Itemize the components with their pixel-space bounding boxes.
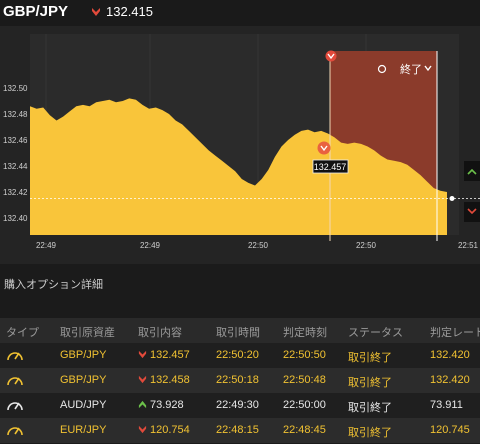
header-bar: GBP/JPY 132.415	[0, 0, 480, 26]
end-label: 終了	[400, 62, 422, 76]
down-arrow-icon	[138, 350, 147, 359]
x-tick-label: 22:49	[36, 241, 57, 250]
row-content: 120.754	[138, 424, 190, 436]
table-row[interactable]: GBP/JPY 132.457 22:50:20 22:50:50 取引終了 132.42…	[0, 343, 480, 368]
x-tick-label: 22:51	[458, 241, 479, 250]
row-time: 22:50:20	[216, 349, 259, 361]
col-content: 取引内容	[138, 327, 182, 339]
col-asset: 取引原資産	[60, 327, 115, 339]
row-asset: AUD/JPY	[60, 399, 107, 411]
table-row[interactable]: GBP/JPY 132.458 22:50:18 22:50:48 取引終了 132.42…	[0, 368, 480, 393]
row-judge-time: 22:50:00	[283, 399, 326, 411]
col-type: タイプ	[6, 327, 39, 339]
entry-marker	[317, 141, 331, 155]
row-status: 取引終了	[348, 427, 392, 439]
row-judge-time: 22:48:45	[283, 424, 326, 436]
row-status: 取引終了	[348, 352, 392, 364]
y-tick-label: 132.42	[3, 188, 28, 197]
clock-icon	[377, 64, 387, 74]
gauge-icon	[7, 427, 23, 436]
row-price: 120.754	[150, 424, 190, 436]
row-status: 取引終了	[348, 377, 392, 389]
price-chart[interactable]: 終了 132.457 132.50 132.48 132.46 132.44 132.42 1…	[0, 26, 480, 264]
row-judge-rate: 132.420	[430, 349, 470, 361]
table-row[interactable]: EUR/JPY 120.754 22:48:15 22:48:45 取引終了 120.74…	[0, 418, 480, 443]
x-tick-label: 22:50	[248, 241, 269, 250]
row-content: 132.458	[138, 374, 190, 386]
table-row[interactable]: AUD/JPY 73.928 22:49:30 22:50:00 取引終了 73.911	[0, 393, 480, 418]
col-judge-time: 判定時刻	[283, 327, 327, 339]
down-arrow-icon	[467, 208, 477, 215]
price-down-icon	[92, 8, 100, 16]
row-judge-rate: 73.911	[430, 399, 463, 411]
row-time: 22:48:15	[216, 424, 259, 436]
y-tick-label: 132.46	[3, 136, 28, 145]
row-status: 取引終了	[348, 402, 392, 414]
row-judge-time: 22:50:48	[283, 374, 326, 386]
row-time: 22:49:30	[216, 399, 259, 411]
y-tick-label: 132.40	[3, 214, 28, 223]
col-judge-rate: 判定レート	[430, 327, 480, 339]
row-asset: GBP/JPY	[60, 374, 107, 386]
row-asset: EUR/JPY	[60, 424, 107, 436]
section-title: 購入オプション詳細	[4, 279, 103, 291]
down-arrow-icon	[138, 425, 147, 434]
y-tick-label: 132.44	[3, 162, 28, 171]
y-tick-label: 132.50	[3, 84, 28, 93]
entry-arrow-icon	[327, 53, 335, 60]
up-arrow-icon	[138, 400, 147, 409]
chart-canvas[interactable]: 終了 132.457 132.50 132.48 132.46 132.44 132.42 1…	[0, 26, 480, 264]
gauge-icon	[7, 402, 23, 411]
table-header: タイプ 取引原資産 取引内容 取引時間 判定時刻 ステータス 判定レート	[0, 318, 480, 343]
row-content: 132.457	[138, 349, 190, 361]
current-price-dot	[449, 196, 455, 201]
row-judge-time: 22:50:50	[283, 349, 326, 361]
y-tick-label: 132.48	[3, 110, 28, 119]
x-tick-label: 22:49	[140, 241, 161, 250]
row-judge-rate: 120.745	[430, 424, 470, 436]
down-arrow-icon	[138, 375, 147, 384]
current-price: 132.415	[106, 4, 153, 19]
marker-tag	[312, 159, 349, 174]
up-arrow-icon	[467, 168, 477, 175]
row-price: 132.457	[150, 349, 190, 361]
row-asset: GBP/JPY	[60, 349, 107, 361]
x-tick-label: 22:50	[356, 241, 377, 250]
dropdown-icon	[424, 65, 432, 72]
gauge-icon	[7, 377, 23, 386]
row-judge-rate: 132.420	[430, 374, 470, 386]
entry-flame-icon	[325, 50, 337, 62]
marker-price: 132.457	[314, 162, 347, 172]
marker-arrow-icon	[320, 145, 328, 152]
row-price: 132.458	[150, 374, 190, 386]
gauge-icon	[7, 352, 23, 361]
row-content: 73.928	[138, 399, 184, 411]
col-status: ステータス	[348, 327, 403, 339]
price-area	[30, 98, 447, 236]
row-price: 73.928	[150, 399, 184, 411]
row-time: 22:50:18	[216, 374, 259, 386]
pair-title: GBP/JPY	[3, 3, 69, 20]
col-time: 取引時間	[216, 327, 260, 339]
